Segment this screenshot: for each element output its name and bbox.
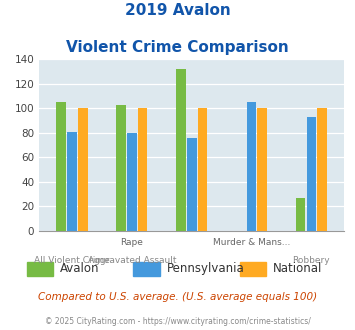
Text: 2019 Avalon: 2019 Avalon [125, 3, 230, 18]
Bar [307, 117, 316, 231]
Text: National: National [273, 262, 323, 276]
Bar [198, 109, 207, 231]
Bar [116, 105, 126, 231]
Text: Violent Crime Comparison: Violent Crime Comparison [66, 40, 289, 54]
Bar [67, 132, 77, 231]
Text: All Violent Crime: All Violent Crime [34, 256, 110, 265]
Text: Murder & Mans...: Murder & Mans... [213, 238, 290, 247]
Bar [257, 109, 267, 231]
Bar [296, 198, 306, 231]
Bar [176, 69, 186, 231]
Bar [317, 109, 327, 231]
Bar [78, 109, 88, 231]
Text: Compared to U.S. average. (U.S. average equals 100): Compared to U.S. average. (U.S. average … [38, 292, 317, 302]
Text: Pennsylvania: Pennsylvania [167, 262, 245, 276]
Text: © 2025 CityRating.com - https://www.cityrating.com/crime-statistics/: © 2025 CityRating.com - https://www.city… [45, 317, 310, 326]
Bar [247, 102, 256, 231]
Text: Aggravated Assault: Aggravated Assault [88, 256, 176, 265]
Bar [187, 138, 197, 231]
Bar [127, 133, 137, 231]
Bar [138, 109, 147, 231]
Text: Rape: Rape [120, 238, 143, 247]
Text: Avalon: Avalon [60, 262, 100, 276]
Text: Robbery: Robbery [293, 256, 330, 265]
Bar [56, 102, 66, 231]
